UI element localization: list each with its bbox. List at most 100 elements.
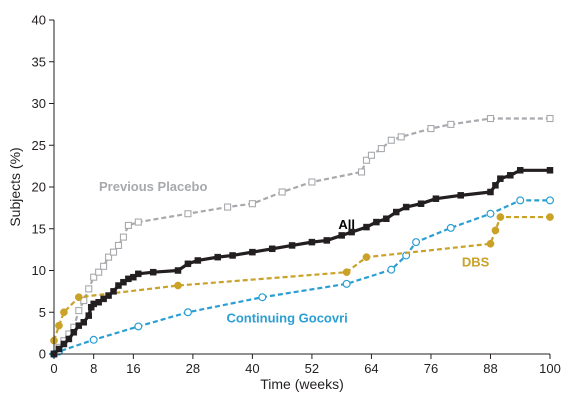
data-point	[114, 241, 123, 249]
data-point	[496, 213, 505, 221]
x-tick-label: 8	[90, 361, 97, 376]
data-point	[417, 200, 425, 207]
data-point	[85, 285, 93, 293]
data-point	[55, 345, 63, 353]
data-point	[74, 293, 83, 302]
data-point	[134, 218, 142, 226]
data-point	[363, 223, 370, 231]
data-point	[486, 209, 495, 218]
data-point	[65, 335, 73, 343]
data-point	[60, 308, 68, 317]
data-point	[105, 292, 112, 299]
data-point	[130, 273, 137, 281]
data-point	[338, 232, 345, 239]
data-point	[383, 215, 390, 222]
data-point	[546, 114, 554, 123]
data-point	[342, 268, 351, 277]
data-point	[457, 192, 464, 199]
series-dbs: DBS	[50, 213, 554, 345]
data-point	[516, 167, 524, 174]
data-point	[308, 178, 316, 186]
data-point	[497, 175, 504, 182]
data-point	[427, 125, 435, 133]
y-axis-title: Subjects (%)	[7, 147, 23, 226]
data-point	[95, 268, 103, 276]
y-tick-label: 30	[32, 96, 46, 111]
data-point	[446, 223, 455, 232]
data-point	[323, 237, 331, 244]
data-point	[174, 281, 182, 290]
data-point	[105, 253, 113, 261]
data-point	[134, 322, 143, 331]
data-point	[120, 278, 127, 286]
data-point	[75, 307, 83, 315]
data-point	[308, 238, 316, 246]
x-tick-label: 88	[483, 361, 497, 376]
data-point	[492, 182, 499, 189]
series-label-continuing-gocovri: Continuing Gocovri	[226, 310, 347, 325]
data-point	[214, 253, 221, 261]
data-point	[95, 298, 102, 306]
y-tick-label: 0	[39, 347, 46, 362]
series-layer: Previous Placebo Continuing Gocovri DBS All	[49, 114, 554, 359]
data-point	[85, 312, 92, 319]
data-point	[546, 167, 554, 174]
x-tick-label: 76	[424, 361, 438, 376]
data-point	[487, 188, 494, 196]
data-point	[110, 288, 117, 295]
y-tick-label: 35	[32, 54, 46, 69]
x-tick-label: 40	[245, 361, 259, 376]
data-point	[545, 196, 554, 205]
data-point	[80, 319, 88, 326]
data-point	[258, 293, 267, 302]
data-point	[55, 321, 63, 330]
data-point	[249, 248, 256, 256]
x-tick-label: 16	[126, 361, 140, 376]
data-point	[60, 340, 68, 348]
data-point	[392, 208, 400, 216]
data-point	[194, 257, 202, 264]
series-label-previous-placebo: Previous Placebo	[99, 179, 207, 194]
data-point	[109, 248, 118, 256]
series-previous-placebo: Previous Placebo	[50, 114, 554, 358]
data-point	[100, 295, 107, 303]
x-tick-label: 0	[50, 361, 57, 376]
axes-layer: 0 5 10 15 20 25 30 35 40 0 8 16 28 40 52 64 76 88 100	[32, 13, 561, 377]
data-point	[362, 253, 371, 261]
data-point	[412, 238, 421, 247]
data-point	[229, 252, 236, 259]
data-point	[75, 322, 83, 329]
x-tick-label: 100	[539, 361, 561, 376]
data-point	[387, 136, 395, 144]
series-label-all: All	[338, 217, 355, 232]
data-point	[288, 242, 296, 249]
data-point	[70, 329, 78, 336]
data-point	[268, 245, 276, 253]
data-point	[184, 260, 192, 268]
data-point	[100, 262, 108, 270]
data-point	[367, 151, 375, 159]
data-point	[546, 213, 554, 221]
x-tick-label: 64	[364, 361, 378, 376]
x-tick-label: 28	[186, 361, 200, 376]
data-point	[174, 267, 182, 274]
data-point	[491, 226, 500, 235]
data-point	[357, 168, 366, 176]
data-point	[432, 195, 440, 202]
data-point	[89, 335, 98, 344]
data-point	[373, 218, 380, 226]
y-tick-label: 15	[32, 221, 46, 236]
data-point	[397, 133, 405, 141]
data-point	[486, 114, 495, 123]
y-tick-label: 40	[32, 13, 46, 28]
data-point	[248, 200, 256, 208]
data-point	[135, 270, 142, 278]
data-point	[402, 203, 410, 211]
data-point	[362, 156, 371, 164]
series-label-dbs: DBS	[462, 254, 490, 269]
x-tick-label: 52	[305, 361, 319, 376]
data-point	[183, 308, 192, 317]
y-tick-label: 10	[32, 263, 46, 278]
data-point	[387, 265, 396, 274]
